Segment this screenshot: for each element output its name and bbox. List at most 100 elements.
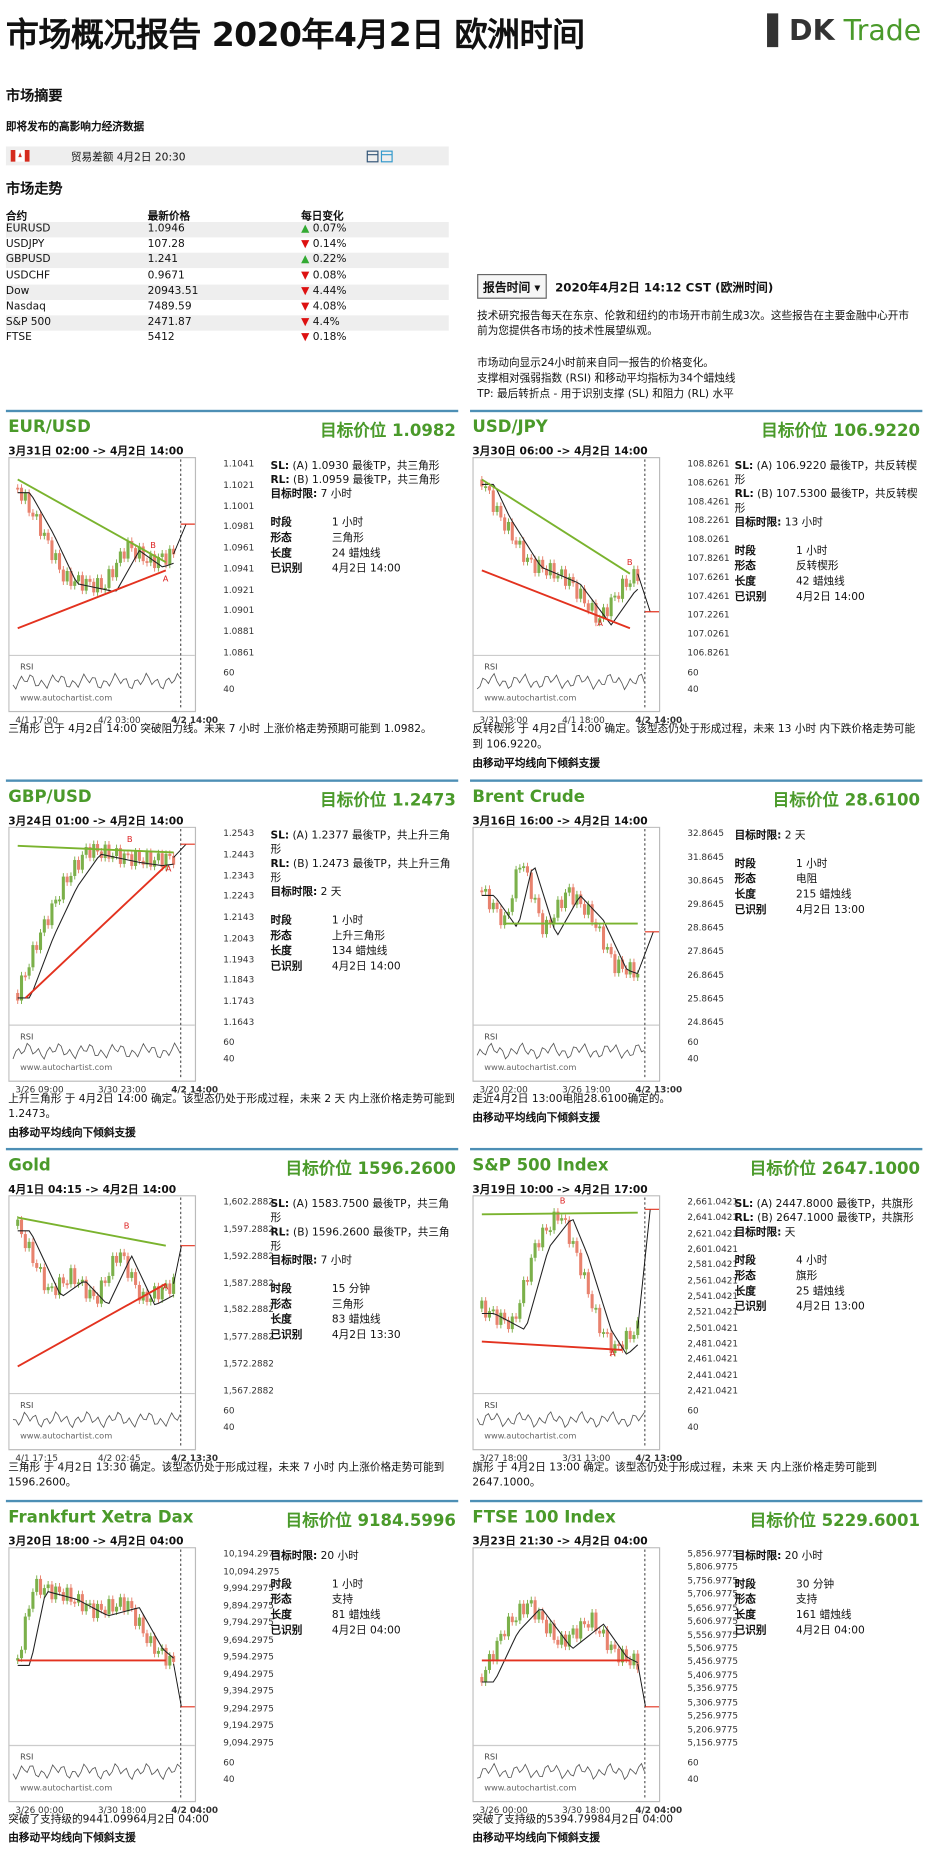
logo-text: Trade <box>843 14 922 48</box>
y-tick-label: 9,094.2975 <box>223 1737 274 1748</box>
y-tick-label: 107.2261 <box>687 609 730 621</box>
pattern-chart: A B RSI www.autochartist.com <box>8 457 197 713</box>
candle <box>514 1620 518 1623</box>
y-tick-label: 29.8645 <box>687 898 724 910</box>
candle <box>58 1277 62 1296</box>
change-arrow: ▼ <box>301 301 313 313</box>
candle <box>164 853 168 868</box>
support-line <box>481 1340 623 1351</box>
candle <box>605 947 609 950</box>
forecast-arrow <box>637 573 651 612</box>
prop-value: 反转楔形 <box>795 560 839 573</box>
y-tick-label: 5,356.9775 <box>687 1683 739 1694</box>
x-tick-label: 3/26 09:00 <box>15 1084 64 1095</box>
candle <box>84 847 88 855</box>
candle <box>571 1628 575 1635</box>
watermark: www.autochartist.com <box>20 1782 112 1792</box>
watermark: www.autochartist.com <box>484 1430 576 1440</box>
forecast-arrow <box>173 843 187 858</box>
pattern-info: SL: (A) 1583.7500 最後TP，共三角形 RL: (B) 1596.… <box>270 1198 453 1344</box>
rsi-label: RSI <box>20 1752 33 1762</box>
y-tick-label: 2,461.0421 <box>687 1353 739 1365</box>
prop-label: 长度 <box>270 1609 292 1622</box>
summary-heading: 市场摘要 <box>5 87 63 104</box>
change-cell: ▲ 0.07% <box>301 222 346 237</box>
instrument-name: Gold <box>8 1156 51 1176</box>
candle <box>156 1650 160 1654</box>
change-arrow: ▼ <box>301 285 313 298</box>
rsi-tick-label: 60 <box>687 1036 699 1048</box>
prop-line: 形态 支持 <box>270 1593 453 1608</box>
level-line: 目标时限: 7 小时 <box>270 488 453 502</box>
prop-value: 83 蜡烛线 <box>331 1314 381 1327</box>
pivot-label: A <box>163 573 169 583</box>
column-header: 合约 <box>5 211 28 224</box>
y-tick-label: 5,756.9775 <box>687 1575 739 1586</box>
candle <box>594 1612 598 1631</box>
prop-line: 时段 30 分钟 <box>735 1578 918 1593</box>
candle <box>556 899 560 918</box>
pivot-label: B <box>124 1220 130 1230</box>
x-tick-label: 3/30 18:00 <box>98 1804 147 1816</box>
candle <box>514 1316 518 1319</box>
level-line: RL: (B) 107.5300 最後TP，共反转楔形 <box>735 488 918 516</box>
level-line: 目标时限: 13 小时 <box>735 516 918 530</box>
candle <box>601 1629 606 1634</box>
candle <box>613 595 617 598</box>
candle <box>107 1599 111 1615</box>
candle <box>141 1617 145 1634</box>
rsi-line <box>476 672 645 691</box>
y-tick-label: 2,501.0421 <box>687 1322 739 1333</box>
watermark: www.autochartist.com <box>20 1062 112 1072</box>
candle <box>552 1623 556 1640</box>
candle <box>19 975 24 1001</box>
rsi-label: RSI <box>484 662 497 672</box>
prop-value: 4月2日 14:00 <box>331 563 401 576</box>
candle <box>103 1609 107 1615</box>
candle <box>96 844 100 852</box>
candle <box>42 1267 46 1291</box>
y-tick-label: 10,094.2975 <box>223 1565 280 1577</box>
candle <box>495 505 499 512</box>
candle <box>579 894 583 905</box>
pattern-note: 由移动平均线向下倾斜支援 <box>472 1112 600 1125</box>
rsi-tick-label: 60 <box>687 1757 699 1768</box>
level-label: SL: <box>734 1198 754 1211</box>
candle <box>537 559 541 573</box>
candle <box>96 1603 100 1619</box>
instrument: EURUSD <box>5 223 51 236</box>
pattern-chart: A B RSI www.autochartist.com <box>472 457 661 713</box>
change-value: 0.14% <box>312 238 347 251</box>
x-tick-label: 4/2 14:00 <box>171 1084 219 1095</box>
instrument: FTSE <box>5 332 32 345</box>
prop-line: 长度 42 蜡烛线 <box>735 575 918 590</box>
candle <box>590 904 594 923</box>
level-text: (A) 2447.8000 最後TP，共旗形 <box>756 1198 914 1211</box>
candle <box>582 904 587 915</box>
pattern-panel: EUR/USD 目标价位 1.0982 3月31日 02:00 -> 4月2日 14… <box>5 409 459 776</box>
rsi-line <box>12 672 181 690</box>
candle <box>499 505 503 518</box>
forecast-arrow <box>637 1209 651 1329</box>
candle <box>609 947 613 955</box>
y-tick-label: 1.1743 <box>223 995 255 1007</box>
candle <box>130 1601 134 1609</box>
candle <box>518 867 522 870</box>
resistance-line <box>17 844 174 854</box>
candle <box>65 876 69 883</box>
change-value: 4.44% <box>312 285 347 298</box>
prop-value: 4月2日 13:00 <box>795 904 865 917</box>
candle <box>35 1263 39 1268</box>
report-time-button[interactable]: 报告时间 ▾ <box>477 273 547 299</box>
y-tick-label: 31.8645 <box>687 851 724 863</box>
candle <box>487 486 491 491</box>
calendar-icons[interactable] <box>366 149 394 163</box>
y-tick-label: 1.1021 <box>223 479 255 490</box>
trend-row: USDCHF 0.9671 ▼ 0.08% <box>6 269 449 284</box>
candle <box>510 521 514 541</box>
prop-value: 1 小时 <box>331 1578 364 1591</box>
candle <box>84 1603 88 1612</box>
level-label: SL: <box>270 830 290 843</box>
spacer <box>735 1240 918 1254</box>
watermark: www.autochartist.com <box>20 692 112 702</box>
